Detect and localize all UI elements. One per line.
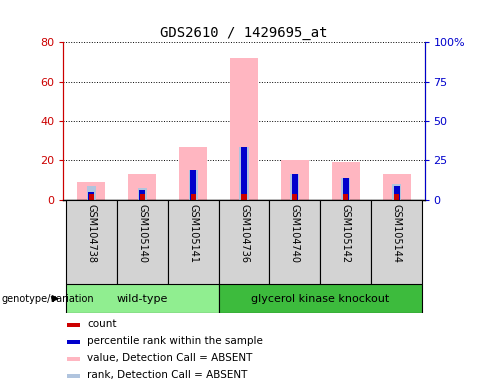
Bar bbox=[67, 341, 80, 344]
Text: GSM105142: GSM105142 bbox=[341, 204, 351, 263]
Bar bbox=[371, 200, 422, 284]
Bar bbox=[292, 174, 298, 200]
Text: percentile rank within the sample: percentile rank within the sample bbox=[87, 336, 263, 346]
Bar bbox=[67, 358, 80, 361]
Text: GSM104736: GSM104736 bbox=[239, 204, 249, 263]
Text: wild-type: wild-type bbox=[117, 293, 168, 304]
Bar bbox=[140, 194, 145, 200]
Bar bbox=[332, 162, 360, 200]
Bar bbox=[88, 192, 95, 200]
Bar bbox=[128, 174, 156, 200]
Bar bbox=[292, 194, 297, 200]
Bar bbox=[168, 200, 219, 284]
Bar bbox=[230, 58, 258, 200]
Bar bbox=[290, 174, 300, 200]
Text: glycerol kinase knockout: glycerol kinase knockout bbox=[251, 293, 389, 304]
Title: GDS2610 / 1429695_at: GDS2610 / 1429695_at bbox=[160, 26, 328, 40]
Bar bbox=[179, 147, 207, 200]
Bar bbox=[66, 200, 117, 284]
Bar bbox=[138, 188, 147, 200]
Bar bbox=[281, 161, 309, 200]
Bar bbox=[240, 147, 248, 200]
Bar bbox=[241, 147, 247, 200]
Bar bbox=[117, 200, 168, 284]
Bar bbox=[87, 186, 96, 200]
Text: count: count bbox=[87, 319, 117, 329]
Bar bbox=[188, 170, 198, 200]
Bar bbox=[139, 190, 145, 200]
Bar bbox=[219, 200, 269, 284]
Bar bbox=[190, 170, 196, 200]
Text: rank, Detection Call = ABSENT: rank, Detection Call = ABSENT bbox=[87, 370, 247, 380]
Bar bbox=[343, 194, 348, 200]
Bar bbox=[66, 284, 219, 313]
Bar bbox=[78, 182, 105, 200]
Bar bbox=[242, 194, 246, 200]
Bar bbox=[67, 374, 80, 377]
Bar bbox=[320, 200, 371, 284]
Bar bbox=[89, 194, 94, 200]
Bar bbox=[67, 323, 80, 327]
Text: GSM104740: GSM104740 bbox=[290, 204, 300, 263]
Text: GSM104738: GSM104738 bbox=[86, 204, 97, 263]
Bar bbox=[191, 194, 196, 200]
Bar bbox=[394, 194, 399, 200]
Bar bbox=[383, 174, 410, 200]
Bar bbox=[392, 184, 401, 200]
Bar bbox=[269, 200, 320, 284]
Text: genotype/variation: genotype/variation bbox=[1, 293, 94, 304]
Bar bbox=[341, 178, 350, 200]
Text: GSM105144: GSM105144 bbox=[391, 204, 402, 263]
Text: GSM105141: GSM105141 bbox=[188, 204, 198, 263]
Bar bbox=[393, 186, 400, 200]
Text: value, Detection Call = ABSENT: value, Detection Call = ABSENT bbox=[87, 353, 253, 363]
Text: GSM105140: GSM105140 bbox=[137, 204, 147, 263]
Bar bbox=[343, 178, 349, 200]
Bar bbox=[219, 284, 422, 313]
